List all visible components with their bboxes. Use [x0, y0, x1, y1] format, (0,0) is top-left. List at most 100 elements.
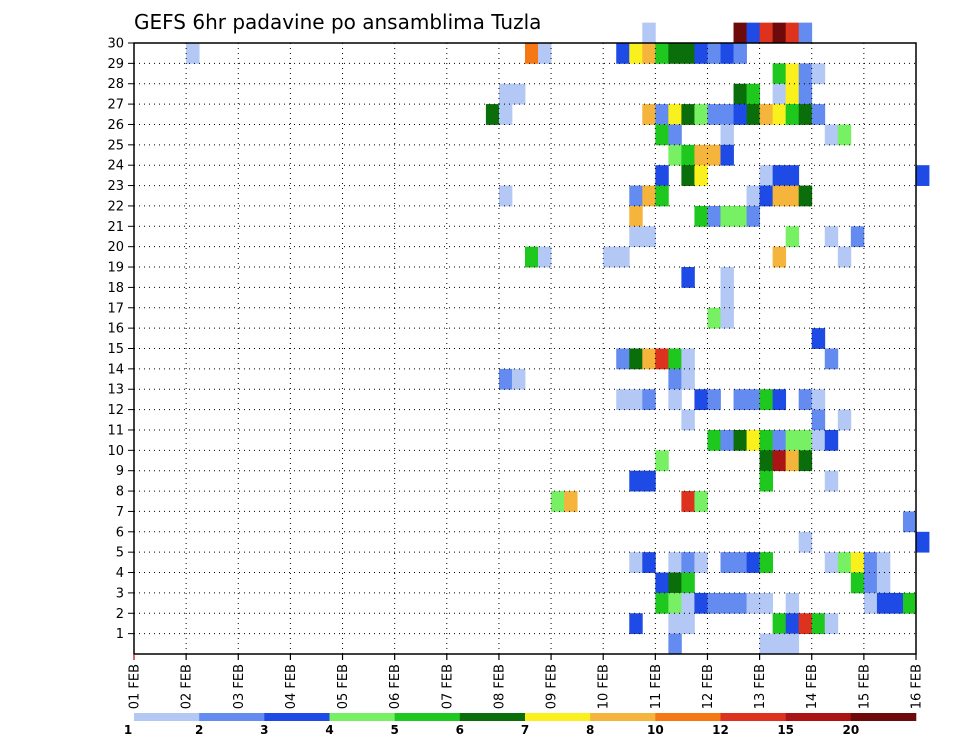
heatmap-cell: [733, 389, 747, 410]
heatmap-cell: [668, 368, 682, 390]
heatmap-cell: [733, 43, 747, 64]
heatmap-cell: [889, 592, 904, 614]
heatmap-cell: [707, 389, 721, 410]
heatmap-cell: [616, 389, 630, 410]
legend-swatch: [850, 713, 917, 721]
y-tick-label: 22: [107, 199, 124, 214]
x-tick-label: 08 FEB: [492, 664, 507, 709]
heatmap-cell: [655, 104, 669, 125]
heatmap-cell: [603, 246, 617, 268]
heatmap-cell: [824, 348, 839, 370]
heatmap-cell: [824, 470, 839, 492]
x-tick-label: 12 FEB: [701, 664, 716, 709]
x-tick-label: 06 FEB: [388, 664, 403, 709]
heatmap-cell: [720, 144, 734, 166]
heatmap-cell: [746, 552, 760, 573]
heatmap-cell: [629, 552, 643, 573]
heatmap-cell: [837, 409, 852, 431]
heatmap-cell: [186, 43, 200, 64]
x-tick-label: 13 FEB: [753, 664, 768, 709]
y-tick-label: 10: [107, 444, 124, 459]
heatmap-cell: [681, 491, 695, 512]
heatmap-cell: [863, 552, 878, 573]
y-tick-label: 14: [107, 362, 124, 377]
heatmap-cell: [564, 491, 578, 512]
y-tick-label: 3: [116, 586, 124, 601]
y-tick-label: 20: [107, 240, 124, 255]
heatmap-cell: [668, 592, 682, 614]
heatmap-cell: [668, 104, 682, 125]
heatmap-cell: [798, 429, 813, 451]
heatmap-cell: [720, 267, 734, 288]
heatmap-cell: [681, 592, 695, 614]
heatmap-cell: [538, 246, 552, 268]
heatmap-cell: [720, 307, 734, 329]
heatmap-cell: [655, 165, 669, 186]
heatmap-cell: [720, 205, 734, 227]
heatmap-cell: [681, 267, 695, 288]
heatmap-cell: [629, 613, 643, 635]
heatmap-cell: [707, 429, 721, 451]
x-tick-label: 10 FEB: [597, 664, 612, 709]
legend-swatch: [264, 713, 330, 721]
heatmap-cell: [694, 389, 708, 410]
heatmap-cell: [629, 185, 643, 207]
color-legend: 1 2 3 4 5 6 7 8 10 12 15 20: [124, 713, 917, 737]
heatmap-cell: [551, 491, 565, 512]
heatmap-cell: [785, 450, 800, 472]
y-axis: 1234567891011121314151617181920212223242…: [107, 37, 134, 642]
heatmap-cell: [642, 43, 656, 64]
x-tick-label: 07 FEB: [440, 664, 455, 709]
x-tick-label: 16 FEB: [910, 664, 925, 709]
heatmap-cell: [681, 613, 695, 635]
y-tick-label: 28: [107, 77, 124, 92]
x-tick-label: 05 FEB: [336, 664, 351, 709]
x-axis: 01 FEB 02 FEB 03 FEB 04 FEB 05 FEB 06 FEB 07 F…: [128, 654, 925, 709]
y-tick-label: 25: [107, 138, 124, 153]
heatmap-cell: [707, 144, 721, 166]
y-tick-label: 19: [107, 261, 124, 276]
heatmap-cell: [655, 572, 669, 594]
y-tick-label: 23: [107, 179, 124, 194]
heatmap-cell: [759, 633, 774, 655]
heatmap-cell: [785, 429, 800, 451]
heatmap-cell: [733, 592, 747, 614]
y-tick-label: 11: [107, 423, 124, 438]
heatmap-cell: [759, 165, 774, 186]
heatmap-cell: [785, 165, 800, 186]
y-tick-label: 26: [107, 118, 124, 133]
heatmap-cell: [746, 205, 760, 227]
chart-title: GEFS 6hr padavine po ansamblima Tuzla: [134, 10, 541, 34]
heatmap-cell: [863, 592, 878, 614]
heatmap-cell: [668, 124, 682, 146]
heatmap-cell: [798, 63, 813, 85]
heatmap-cell: [811, 429, 826, 451]
heatmap-cell: [772, 165, 787, 186]
heatmap-cell: [785, 613, 800, 635]
heatmap-cell: [824, 613, 839, 635]
heatmap-cell: [694, 552, 708, 573]
heatmap-cell: [668, 633, 682, 655]
heatmap-cell: [642, 552, 656, 573]
y-tick-label: 18: [107, 281, 124, 296]
heatmap-cell: [629, 389, 643, 410]
legend-label: 5: [390, 723, 398, 737]
y-tick-label: 13: [107, 383, 124, 398]
x-tick-label: 02 FEB: [180, 664, 195, 709]
heatmap-cell: [798, 83, 813, 105]
heatmap-cell: [720, 104, 734, 125]
legend-label: 20: [842, 723, 859, 737]
heatmap-cell: [694, 104, 708, 125]
heatmap-cell: [733, 83, 747, 105]
heatmap-cell: [629, 205, 643, 227]
y-tick-label: 15: [107, 342, 124, 357]
y-tick-label: 17: [107, 301, 124, 316]
heatmap-cell: [642, 348, 656, 370]
heatmap-cell: [694, 592, 708, 614]
heatmap-cell: [655, 185, 669, 207]
heatmap-cell: [811, 613, 826, 635]
heatmap-cell: [668, 552, 682, 573]
heatmap-cell: [876, 552, 891, 573]
heatmap-cell: [681, 368, 695, 390]
